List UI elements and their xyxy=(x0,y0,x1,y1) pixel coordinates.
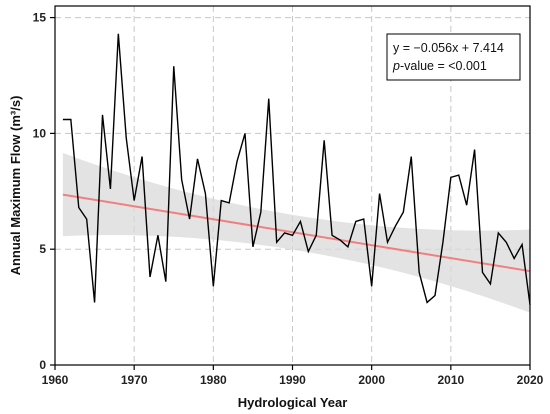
y-tick-label: 0 xyxy=(39,358,46,372)
x-axis-title: Hydrological Year xyxy=(238,395,348,410)
annotation-box: y = −0.056x + 7.414 p-value = <0.001 xyxy=(386,33,521,81)
regression-equation: y = −0.056x + 7.414 xyxy=(393,41,504,55)
p-value-italic: p xyxy=(392,59,400,73)
x-tick-label: 1980 xyxy=(200,373,227,387)
y-tick-label: 15 xyxy=(33,11,47,25)
x-tick-label: 1990 xyxy=(279,373,306,387)
y-tick-label: 10 xyxy=(33,126,47,140)
p-value-rest: -value = <0.001 xyxy=(400,59,487,73)
x-tick-label: 2000 xyxy=(358,373,385,387)
p-value-text: p-value = <0.001 xyxy=(392,59,487,73)
y-tick-label: 5 xyxy=(39,242,46,256)
x-tick-label: 1960 xyxy=(42,373,69,387)
x-tick-label: 2010 xyxy=(437,373,464,387)
x-tick-label: 2020 xyxy=(517,373,544,387)
axis-ticks: 1960 1970 1980 1990 2000 2010 2020 0 5 10 15 xyxy=(33,11,544,387)
y-axis-title: Annual Maximum Flow (m³/s) xyxy=(8,96,23,276)
series-line xyxy=(62,33,531,305)
trend-line xyxy=(62,193,531,273)
annotation-frame xyxy=(386,33,521,81)
x-tick-label: 1970 xyxy=(121,373,148,387)
